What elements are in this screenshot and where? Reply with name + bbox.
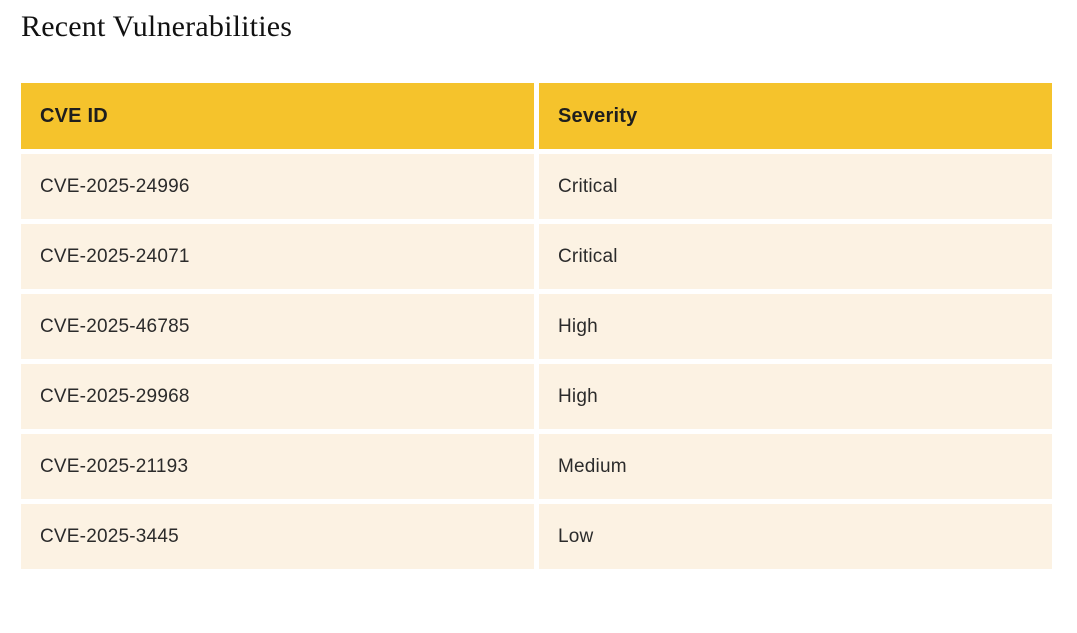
vulnerabilities-table: CVE ID Severity CVE-2025-24996 Critical … [21, 83, 1052, 574]
severity-cell: High [539, 294, 1052, 359]
cve-id-cell: CVE-2025-24071 [21, 224, 534, 289]
table-row: CVE-2025-21193 Medium [21, 434, 1052, 499]
cve-id-cell: CVE-2025-29968 [21, 364, 534, 429]
severity-cell: Medium [539, 434, 1052, 499]
table-row: CVE-2025-46785 High [21, 294, 1052, 359]
table-row: CVE-2025-24071 Critical [21, 224, 1052, 289]
severity-cell: High [539, 364, 1052, 429]
severity-cell: Critical [539, 224, 1052, 289]
table-body: CVE-2025-24996 Critical CVE-2025-24071 C… [21, 154, 1052, 569]
severity-cell: Low [539, 504, 1052, 569]
table-row: CVE-2025-29968 High [21, 364, 1052, 429]
table-row: CVE-2025-24996 Critical [21, 154, 1052, 219]
column-header-cve-id: CVE ID [21, 83, 534, 149]
column-header-severity: Severity [539, 83, 1052, 149]
severity-cell: Critical [539, 154, 1052, 219]
cve-id-cell: CVE-2025-21193 [21, 434, 534, 499]
table-header-row: CVE ID Severity [21, 83, 1052, 149]
cve-id-cell: CVE-2025-24996 [21, 154, 534, 219]
cve-id-cell: CVE-2025-46785 [21, 294, 534, 359]
page-title: Recent Vulnerabilities [21, 10, 293, 43]
table-row: CVE-2025-3445 Low [21, 504, 1052, 569]
cve-id-cell: CVE-2025-3445 [21, 504, 534, 569]
